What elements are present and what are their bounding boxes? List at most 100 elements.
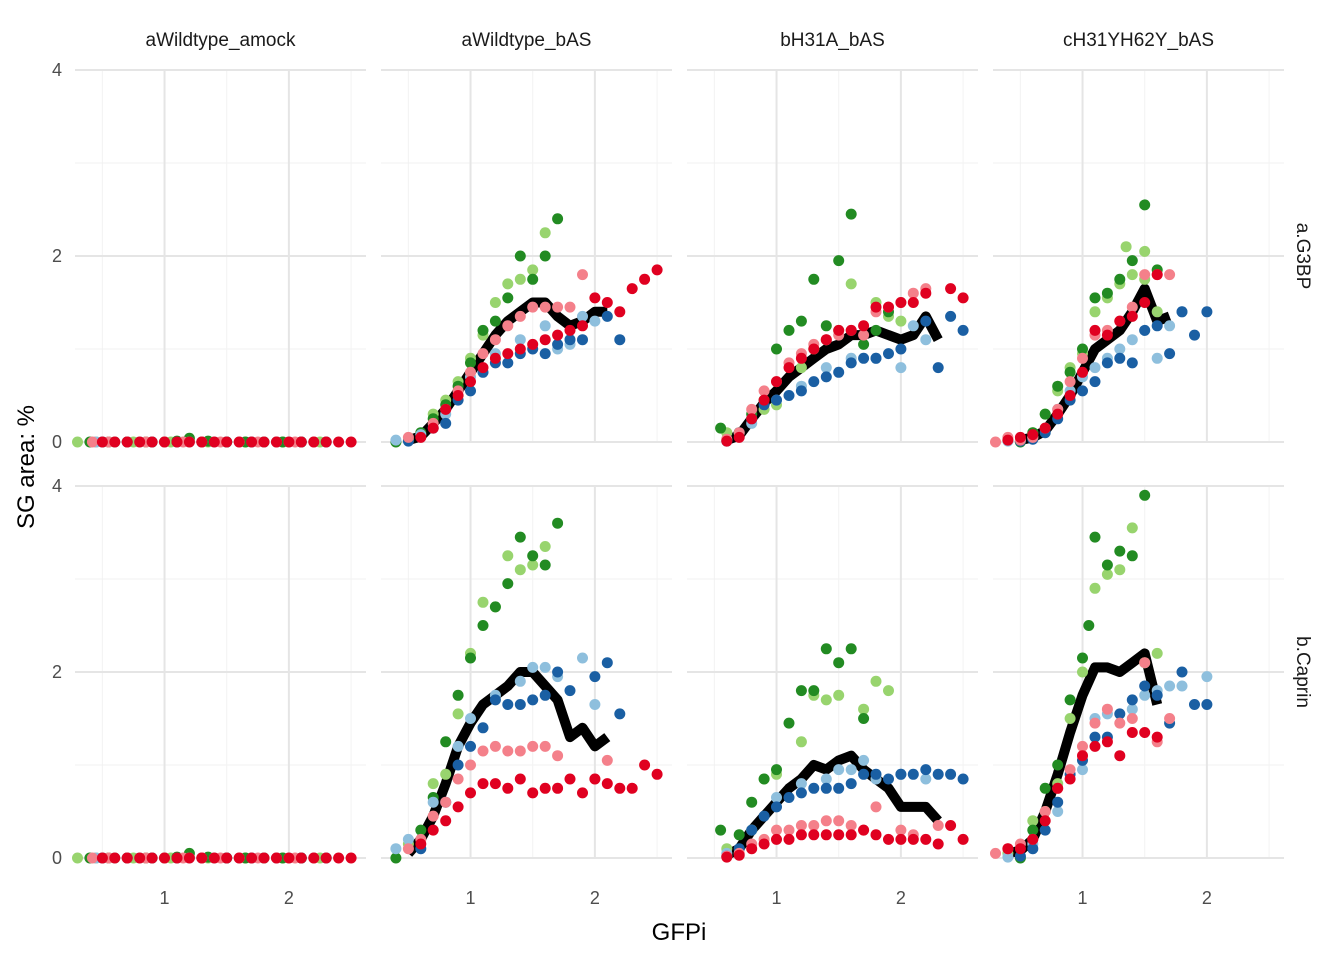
data-point-pink <box>1114 717 1126 729</box>
data-point-darkblue <box>858 352 870 364</box>
data-point-red <box>333 852 345 864</box>
data-point-lightblue <box>1002 851 1014 863</box>
data-point-lightblue <box>845 764 857 776</box>
data-point-lightgreen <box>870 675 882 687</box>
data-point-darkblue <box>1039 824 1051 836</box>
data-point-red <box>920 833 932 845</box>
data-point-darkblue <box>1027 843 1039 855</box>
data-point-darkblue <box>502 357 514 369</box>
data-point-pink <box>870 801 882 813</box>
data-point-lightgreen <box>1101 568 1113 580</box>
data-point-lightgreen <box>1077 666 1088 678</box>
data-point-darkblue <box>552 666 564 678</box>
data-point-red <box>746 843 758 855</box>
data-point-red <box>577 320 588 332</box>
data-point-pink <box>907 287 919 299</box>
data-point-darkgreen <box>858 338 870 350</box>
data-point-darkgreen <box>1126 550 1138 562</box>
data-point-red <box>1139 727 1151 738</box>
data-point-darkgreen <box>552 213 564 225</box>
data-point-darkblue <box>920 315 932 327</box>
x-tick-label: 2 <box>284 888 294 908</box>
data-point-darkblue <box>614 708 626 720</box>
data-point-red <box>271 852 282 864</box>
data-point-red <box>601 778 613 790</box>
data-point-darkblue <box>1176 666 1188 678</box>
data-point-red <box>783 833 795 845</box>
data-point-red <box>295 852 307 864</box>
data-point-darkgreen <box>552 517 564 529</box>
data-point-red <box>196 852 208 864</box>
data-point-darkblue <box>564 685 576 697</box>
data-point-lightgreen <box>1139 245 1151 257</box>
data-point-darkgreen <box>1077 343 1088 355</box>
data-point-lightgreen <box>795 736 807 748</box>
x-tick-label: 2 <box>590 888 600 908</box>
data-point-darkblue <box>440 417 452 429</box>
data-point-red <box>233 436 245 448</box>
data-point-darkgreen <box>833 657 845 669</box>
data-point-lightblue <box>820 362 832 374</box>
data-point-darkgreen <box>758 773 770 785</box>
data-point-darkblue <box>1114 708 1126 720</box>
data-point-pink <box>601 754 613 766</box>
data-point-darkblue <box>1101 357 1113 369</box>
data-point-red <box>808 829 820 841</box>
data-point-red <box>1002 843 1014 855</box>
data-point-red <box>1077 366 1088 378</box>
data-point-red <box>614 306 626 318</box>
data-point-darkblue <box>945 310 957 322</box>
data-point-red <box>845 324 857 336</box>
data-point-red <box>1014 843 1026 855</box>
data-point-red <box>208 852 220 864</box>
data-point-red <box>758 394 770 406</box>
data-point-pink <box>465 366 476 378</box>
data-point-lightblue <box>577 652 588 664</box>
data-point-darkgreen <box>1114 273 1126 285</box>
data-point-darkgreen <box>833 255 845 267</box>
data-point-red <box>514 343 526 355</box>
data-point-red <box>465 787 476 799</box>
data-point-red <box>1126 727 1138 738</box>
data-point-lightblue <box>1089 362 1101 374</box>
data-point-red <box>345 852 357 864</box>
data-point-darkgreen <box>1077 652 1088 664</box>
data-point-darkblue <box>932 768 944 780</box>
data-point-lightgreen <box>502 278 514 290</box>
data-point-lightblue <box>514 675 526 687</box>
data-point-red <box>1139 297 1151 308</box>
data-point-darkgreen <box>1027 824 1039 836</box>
data-point-red <box>1114 750 1126 762</box>
data-point-red <box>626 782 638 794</box>
data-point-pink <box>932 820 944 831</box>
column-strip-label: cH31YH62Y_bAS <box>1063 30 1214 51</box>
data-point-lightblue <box>1151 352 1163 364</box>
data-point-darkgreen <box>1083 620 1095 631</box>
data-point-darkblue <box>920 764 932 776</box>
data-point-red <box>221 852 233 864</box>
data-point-darkblue <box>452 759 464 771</box>
data-point-lightblue <box>1114 343 1126 355</box>
data-point-darkgreen <box>390 852 402 864</box>
data-point-pink <box>746 403 758 415</box>
data-point-darkblue <box>820 371 832 383</box>
data-point-darkgreen <box>715 422 727 434</box>
data-point-red <box>1027 429 1039 441</box>
data-point-red <box>945 820 957 831</box>
data-point-lightgreen <box>1027 815 1039 827</box>
data-point-pink <box>808 820 820 831</box>
data-point-lightblue <box>833 764 845 776</box>
data-point-lightgreen <box>858 703 870 715</box>
data-point-lightgreen <box>1064 713 1076 724</box>
data-point-red <box>564 324 576 336</box>
data-point-red <box>746 413 758 425</box>
data-point-darkblue <box>833 366 845 378</box>
data-point-darkgreen <box>502 292 514 304</box>
data-point-red <box>121 436 133 448</box>
data-point-red <box>514 773 526 785</box>
data-point-darkblue <box>858 768 870 780</box>
data-point-darkblue <box>589 671 601 683</box>
data-point-red <box>833 324 845 336</box>
data-point-pink <box>1101 703 1113 715</box>
data-point-red <box>1039 422 1051 434</box>
